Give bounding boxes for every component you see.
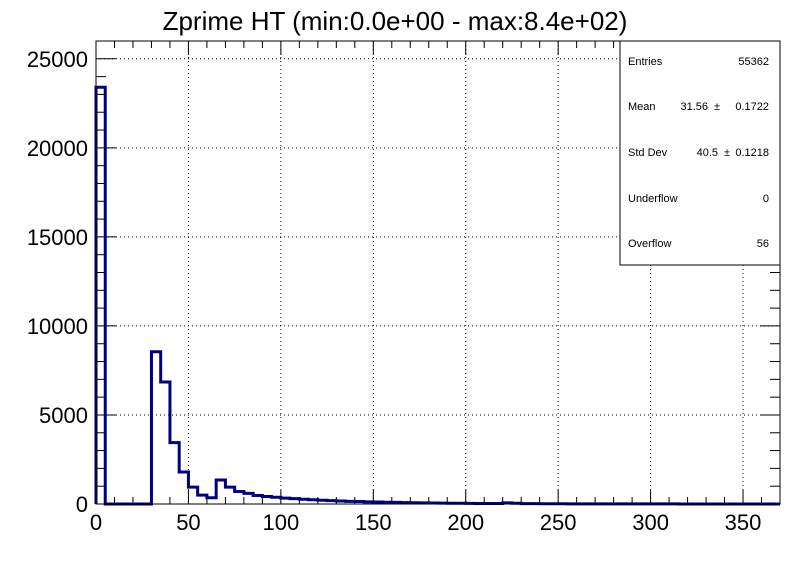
stats-mean-error: 0.1722 (735, 101, 769, 113)
stats-underflow-label: Underflow (628, 193, 678, 205)
y-tick-label: 5000 (39, 403, 88, 428)
x-tick-label: 50 (176, 510, 200, 535)
chart-title: Zprime HT (min:0.0e+00 - max:8.4e+02) (163, 6, 628, 36)
plot-frame (95, 40, 781, 505)
stats-overflow-label: Overflow (628, 238, 671, 250)
y-tick-label: 20000 (27, 136, 88, 161)
x-tick-label: 350 (725, 510, 762, 535)
y-axis-ticks: 0 5000 10000 15000 20000 25000 (27, 47, 780, 517)
x-tick-label: 150 (355, 510, 392, 535)
x-tick-label: 300 (632, 510, 669, 535)
y-tick-label: 10000 (27, 314, 88, 339)
stats-overflow-value: 56 (757, 238, 769, 250)
x-tick-label: 250 (540, 510, 577, 535)
stats-mean-value: 31.56 (680, 101, 708, 113)
x-tick-label: 100 (263, 510, 300, 535)
y-tick-label: 0 (76, 492, 88, 517)
stats-underflow-value: 0 (763, 193, 769, 205)
stats-mean-pm: ± (714, 101, 720, 113)
x-tick-label: 0 (90, 510, 102, 535)
stats-entries-value: 55362 (738, 56, 769, 68)
y-tick-label: 15000 (27, 225, 88, 250)
stats-box: Entries 55362 Mean 31.56 ± 0.1722 Std De… (619, 40, 781, 266)
stats-mean-label: Mean (628, 101, 656, 113)
stats-stddev-error: 0.1218 (735, 147, 769, 159)
y-tick-label: 25000 (27, 47, 88, 72)
stats-stddev-pm: ± (724, 147, 730, 159)
stats-stddev-label: Std Dev (628, 147, 668, 159)
x-axis-ticks: 0 50 100 150 200 250 300 350 (90, 41, 763, 535)
stats-stddev-value: 40.5 (697, 147, 718, 159)
stats-box-border (619, 40, 781, 266)
x-tick-label: 200 (447, 510, 484, 535)
stats-entries-label: Entries (628, 56, 663, 68)
